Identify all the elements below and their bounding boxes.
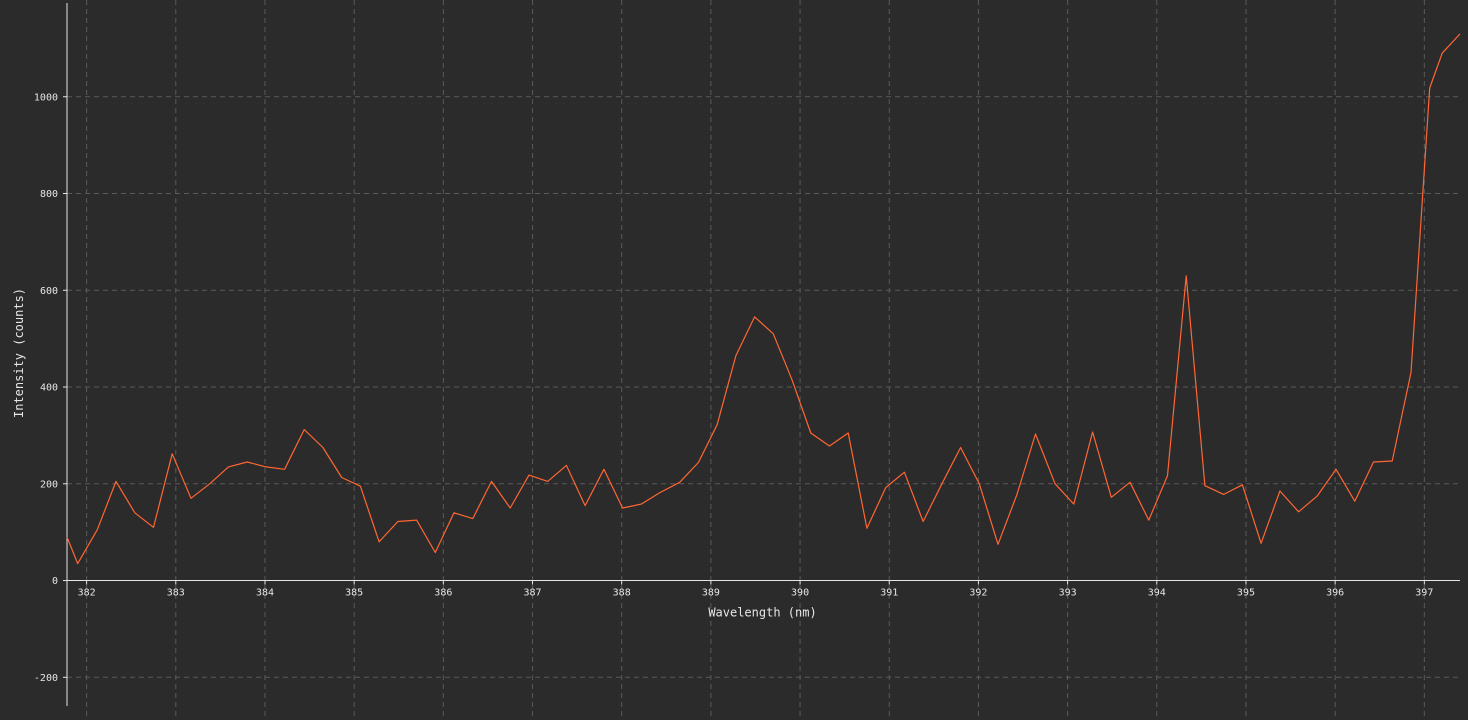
x-tick-label: 387 xyxy=(523,588,541,599)
y-tick-label: 600 xyxy=(40,286,58,297)
x-tick-label: 395 xyxy=(1237,588,1255,599)
x-tick-label: 390 xyxy=(791,588,809,599)
x-tick-label: 393 xyxy=(1059,588,1077,599)
x-axis-label: Wavelength (nm) xyxy=(708,606,816,620)
x-tick-label: 394 xyxy=(1148,588,1166,599)
x-tick-label: 386 xyxy=(434,588,452,599)
x-tick-label: 383 xyxy=(167,588,185,599)
x-tick-label: 396 xyxy=(1326,588,1344,599)
y-tick-label: 1000 xyxy=(34,92,58,103)
y-axis-label: Intensity (counts) xyxy=(12,288,26,418)
y-tick-label: 0 xyxy=(52,576,58,587)
y-tick-label: 800 xyxy=(40,189,58,200)
x-tick-label: 382 xyxy=(78,588,96,599)
y-tick-label: -200 xyxy=(34,673,58,684)
x-tick-label: 384 xyxy=(256,588,274,599)
series xyxy=(66,33,1461,565)
x-tick-label: 391 xyxy=(880,588,898,599)
x-tick-label: 392 xyxy=(969,588,987,599)
axes xyxy=(66,3,1460,706)
axis-labels: Wavelength (nm) Intensity (counts) xyxy=(12,288,817,620)
y-tick-label: 200 xyxy=(40,479,58,490)
tick-labels: 382 383 384 385 386 387 388 389 390 391 392 393 394 3… xyxy=(34,92,1433,684)
x-tick-label: 385 xyxy=(345,588,363,599)
y-tick-label: 400 xyxy=(40,383,58,394)
x-tick-label: 388 xyxy=(613,588,631,599)
x-tick-label: 389 xyxy=(702,588,720,599)
x-tick-label: 397 xyxy=(1415,588,1433,599)
series-line xyxy=(66,33,1461,565)
